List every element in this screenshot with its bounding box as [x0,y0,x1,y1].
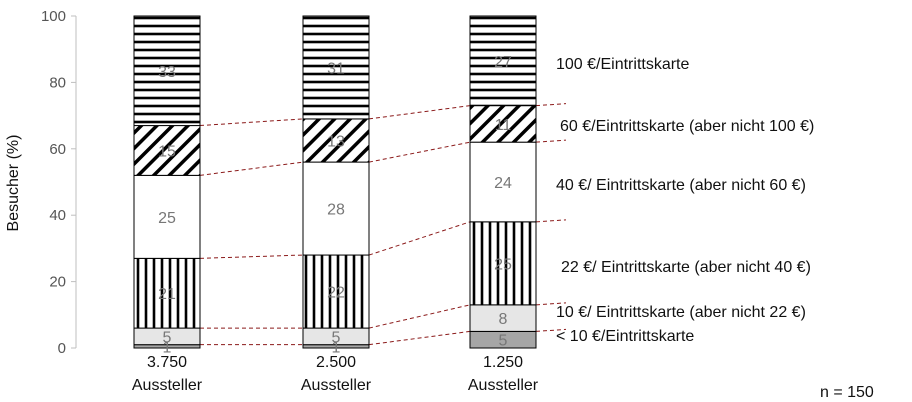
segment-connector [199,254,304,259]
y-tick-label: 20 [49,274,66,291]
segment-value-label: 25 [494,256,512,273]
segment-value-label: 13 [327,134,345,151]
sample-size-note: n = 150 [820,384,874,401]
segment-value-label: 31 [327,60,345,77]
segment-value-label: 27 [494,54,512,71]
segment-connector [368,304,471,329]
segment-value-label: 25 [158,210,176,227]
segment-connector [535,302,567,306]
segment-connector [199,118,304,127]
x-category-label: Aussteller [301,377,372,394]
segment-value-label: 5 [499,333,508,350]
segment-connector [368,105,471,120]
bar-segment [469,15,537,107]
segment-value-label: 15 [158,143,176,160]
bar-segment [302,161,370,256]
segment-value-label: 5 [332,329,341,346]
connector-lines [199,103,567,346]
bar-segment [133,125,201,176]
legend-label: 60 €/Eintrittskarte (aber nicht 100 €) [560,118,814,135]
segment-connector [368,330,471,346]
segment-connector [535,103,567,107]
segment-value-label: 5 [163,329,172,346]
y-axis-title: Besucher (%) [5,135,22,232]
x-category-label: 2.500 [316,354,356,371]
x-category-label: 3.750 [147,354,187,371]
segment-connector [535,328,567,332]
y-tick-label: 80 [49,74,66,91]
legend-label: 22 €/ Eintrittskarte (aber nicht 40 €) [561,259,811,276]
bar-segment [133,174,201,259]
bar-segment [302,15,370,120]
legend: < 10 €/Eintrittskarte 10 €/ Eintrittskart… [556,56,814,345]
legend-label: < 10 €/Eintrittskarte [556,328,694,345]
legend-label: 10 €/ Eintrittskarte (aber nicht 22 €) [556,304,806,321]
segment-value-label: 1 [332,339,341,356]
segment-connector [535,219,567,223]
segment-value-label: 22 [327,285,345,302]
legend-label: 100 €/Eintrittskarte [556,56,690,73]
axes: 0 20 40 60 80 100 3.750 Aussteller 2.500 Ausstell… [41,8,539,394]
y-tick-label: 60 [49,141,66,158]
segment-connector [535,139,567,143]
segment-value-label: 21 [158,286,176,303]
bar-segment [469,304,537,332]
segment-value-label: 33 [158,64,176,81]
segment-value-label: 11 [495,117,512,134]
bar-segment [133,257,201,329]
segment-value-label: 24 [494,175,512,192]
segment-value-label: 1 [163,339,172,356]
segment-connector [368,221,471,256]
segment-value-label: 8 [499,311,508,328]
legend-label: 40 €/ Eintrittskarte (aber nicht 60 €) [556,177,806,194]
bar-segment [469,221,537,306]
segment-connector [199,161,304,176]
x-category-label: Aussteller [468,377,539,394]
bar-segment [469,105,537,143]
y-tick-label: 100 [41,8,66,25]
y-tick-label: 40 [49,207,66,224]
bar-segment [133,15,201,127]
segment-value-label: 28 [327,202,345,219]
x-category-label: 1.250 [483,354,523,371]
x-category-label: Aussteller [132,377,203,394]
segment-connector [368,141,471,163]
bar-segment [302,254,370,329]
y-tick-label: 0 [58,340,66,357]
